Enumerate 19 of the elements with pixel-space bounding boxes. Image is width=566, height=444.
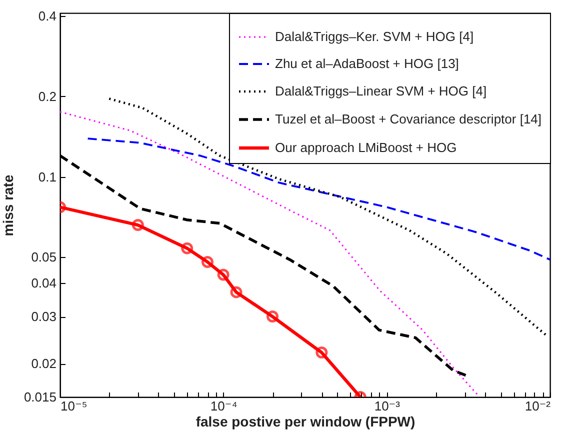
- y-tick-label: 0.4: [38, 8, 56, 24]
- y-tick-label: 0.03: [31, 309, 56, 324]
- legend-label: Tuzel et al–Boost + Covariance descriptor [14]: [275, 112, 542, 126]
- y-tick-label: 0.015: [24, 390, 56, 404]
- y-axis-title: miss rate: [0, 174, 16, 236]
- y-tick-label: 0.1: [38, 169, 56, 184]
- y-tick-label: 0.2: [38, 88, 56, 104]
- x-tick-label: 10⁻⁵: [60, 398, 88, 414]
- y-tick-label: 0.02: [31, 356, 56, 372]
- y-tick-label: 0.04: [31, 276, 56, 291]
- legend-label: Dalal&Triggs–Ker. SVM + HOG [4]: [275, 29, 474, 44]
- y-tick-label: 0.05: [31, 250, 56, 265]
- x-tick-label: 10⁻³: [374, 398, 401, 414]
- legend-label: Dalal&Triggs–Linear SVM + HOG [4]: [275, 84, 487, 98]
- x-tick-label: 10⁻²: [524, 398, 552, 414]
- x-tick-label: 10⁻⁴: [210, 398, 238, 414]
- legend-label: Our approach LMiBoost + HOG: [275, 140, 457, 155]
- x-axis-title: false postive per window (FPPW): [196, 414, 416, 430]
- legend-label: Zhu et al–AdaBoost + HOG [13]: [275, 56, 459, 71]
